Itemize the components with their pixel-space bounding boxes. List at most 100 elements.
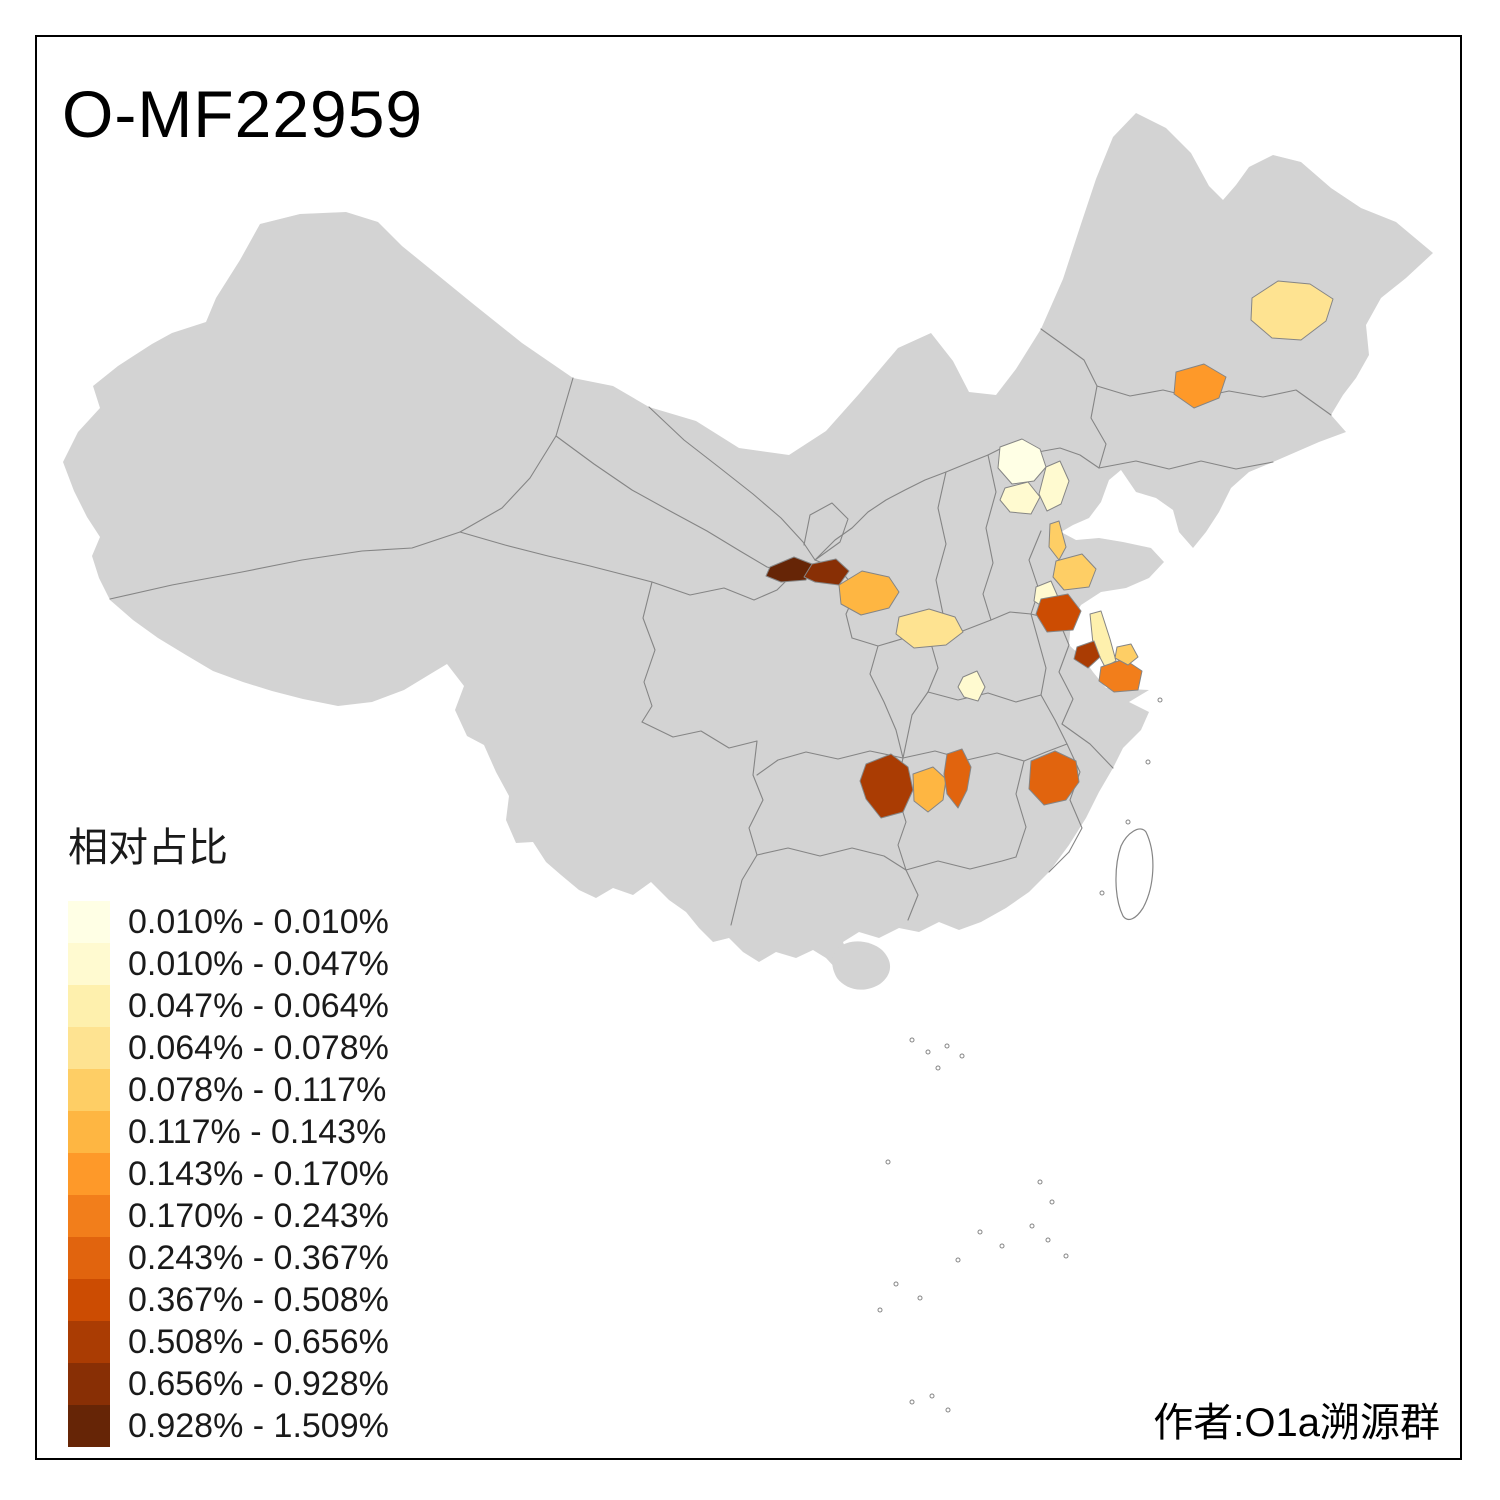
highlighted-region <box>1052 553 1097 591</box>
legend-item: 0.010% - 0.010% <box>68 901 389 943</box>
highlighted-regions <box>765 280 1334 819</box>
attribution-text: 作者:O1a溯源群 <box>1153 1401 1440 1445</box>
province-border <box>756 750 904 776</box>
legend-item-label: 0.508% - 0.656% <box>128 1322 389 1361</box>
province-border <box>756 847 907 871</box>
province-border <box>641 581 656 723</box>
legend-swatch <box>68 1321 110 1363</box>
highlighted-region <box>943 748 972 809</box>
islet-icon <box>909 1399 915 1405</box>
legend-item-label: 0.143% - 0.170% <box>128 1154 389 1193</box>
legend-item-label: 0.367% - 0.508% <box>128 1280 389 1319</box>
highlighted-region <box>1048 520 1067 561</box>
province-border <box>109 377 574 600</box>
province-border <box>1061 723 1114 769</box>
highlighted-region <box>1028 750 1080 806</box>
islet-icon <box>959 1053 965 1059</box>
legend-item-label: 0.064% - 0.078% <box>128 1028 389 1067</box>
province-border <box>651 573 794 601</box>
islet-icon <box>1099 890 1105 896</box>
legend-item: 0.170% - 0.243% <box>68 1195 389 1237</box>
legend-item: 0.047% - 0.064% <box>68 985 389 1027</box>
taiwan-island <box>1115 828 1154 921</box>
province-border <box>982 454 997 621</box>
province-border <box>990 611 1032 621</box>
legend-item: 0.928% - 1.509% <box>68 1405 389 1447</box>
province-border <box>459 531 653 583</box>
islet-icon <box>929 1393 935 1399</box>
islet-icon <box>1037 1179 1043 1185</box>
islet-icon <box>877 1307 883 1313</box>
islet-icon <box>955 1257 961 1263</box>
mainland-outline <box>63 113 1433 972</box>
highlighted-region <box>895 608 964 649</box>
legend-swatch <box>68 1237 110 1279</box>
province-border <box>1030 613 1047 696</box>
legend-swatch <box>68 1363 110 1405</box>
province-border <box>730 740 764 926</box>
islet-icon <box>1145 759 1151 765</box>
legend-item-label: 0.047% - 0.064% <box>128 986 389 1025</box>
islet-icon <box>1063 1253 1069 1259</box>
legend-swatch <box>68 1027 110 1069</box>
islet-icon <box>893 1281 899 1287</box>
highlighted-region <box>1173 363 1227 409</box>
islet-icon <box>1125 819 1131 825</box>
highlighted-region <box>999 481 1041 515</box>
hainan-island <box>832 941 891 990</box>
province-border <box>905 869 919 921</box>
province-border <box>905 856 1017 871</box>
legend-rows: 0.010% - 0.010% 0.010% - 0.047% 0.047% - 0… <box>68 901 389 1447</box>
legend-item: 0.078% - 0.117% <box>68 1069 389 1111</box>
legend-item-label: 0.656% - 0.928% <box>128 1364 389 1403</box>
highlighted-region <box>957 670 986 702</box>
province-border <box>555 435 794 575</box>
legend-item: 0.064% - 0.078% <box>68 1027 389 1069</box>
legend-item-label: 0.243% - 0.367% <box>128 1238 389 1277</box>
province-border <box>1040 328 1098 387</box>
islet-icon <box>977 1229 983 1235</box>
legend-item: 0.367% - 0.508% <box>68 1279 389 1321</box>
highlighted-region <box>1114 643 1139 666</box>
islet-icon <box>999 1243 1005 1249</box>
highlighted-region <box>1250 280 1334 341</box>
legend: 相对占比 0.010% - 0.010% 0.010% - 0.047% 0.047… <box>68 815 389 1447</box>
islet-icon <box>935 1065 941 1071</box>
province-border <box>1048 851 1070 873</box>
islet-icon <box>1157 697 1163 703</box>
province-border <box>1023 694 1068 762</box>
highlighted-region <box>912 766 947 813</box>
legend-item-label: 0.078% - 0.117% <box>128 1070 387 1109</box>
legend-title: 相对占比 <box>68 826 228 870</box>
highlighted-region <box>997 438 1047 485</box>
highlighted-region <box>1035 593 1082 633</box>
islet-icon <box>1029 1223 1035 1229</box>
legend-swatch <box>68 1195 110 1237</box>
province-border <box>641 721 758 749</box>
province-border <box>803 502 849 561</box>
legend-item: 0.656% - 0.928% <box>68 1363 389 1405</box>
legend-item-label: 0.117% - 0.143% <box>128 1112 387 1151</box>
islet-icon <box>885 1159 891 1165</box>
highlighted-region <box>859 753 914 819</box>
islet-icon <box>909 1037 915 1043</box>
legend-item-label: 0.928% - 1.509% <box>128 1406 389 1445</box>
legend-swatch <box>68 1405 110 1447</box>
islet-icon <box>944 1043 950 1049</box>
legend-item-label: 0.010% - 0.010% <box>128 902 389 941</box>
legend-item: 0.508% - 0.656% <box>68 1321 389 1363</box>
legend-item-label: 0.010% - 0.047% <box>128 944 389 983</box>
legend-swatch <box>68 901 110 943</box>
legend-item: 0.143% - 0.170% <box>68 1153 389 1195</box>
province-border <box>1090 385 1107 469</box>
legend-item: 0.243% - 0.367% <box>68 1237 389 1279</box>
islet-icon <box>1049 1199 1055 1205</box>
legend-swatch <box>68 1153 110 1195</box>
legend-swatch <box>68 1279 110 1321</box>
province-border <box>927 639 1042 703</box>
legend-swatch <box>68 943 110 985</box>
province-border <box>1058 644 1074 725</box>
legend-swatch <box>68 985 110 1027</box>
page-title: O-MF22959 <box>62 77 424 151</box>
